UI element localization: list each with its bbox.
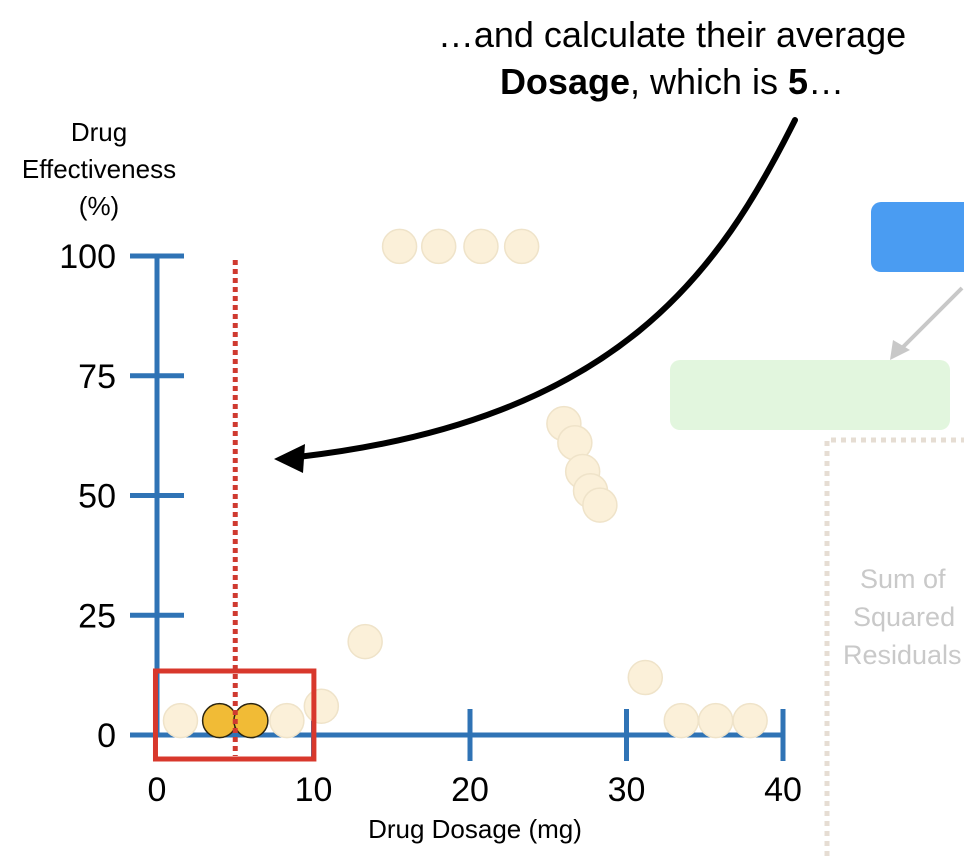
panel-connector-arrow (898, 286, 964, 352)
x-tick-label-0: 0 (148, 771, 167, 809)
panel-label-line-1: Sum of (860, 564, 946, 594)
panel-label-line-3: Residuals (843, 640, 962, 670)
annotation: …and calculate their average Dosage, whi… (438, 14, 906, 102)
data-point-13 (627, 659, 664, 696)
y-tick-label-0: 0 (97, 717, 116, 755)
y-tick-label-2: 50 (78, 478, 116, 516)
annotation-line-2: Dosage, which is 5… (500, 61, 844, 102)
data-point-4 (381, 228, 418, 265)
data-point-16 (732, 702, 768, 739)
x-tick-label-4: 40 (764, 771, 802, 809)
data-point-15 (697, 702, 734, 739)
green-block (670, 360, 950, 430)
faded-points (162, 228, 768, 739)
annotation-bold-value: 5 (788, 61, 808, 102)
data-point-7 (503, 228, 540, 265)
highlighted-point-0 (201, 702, 238, 739)
y-tick-label-4: 100 (59, 238, 116, 276)
data-point-12 (582, 487, 618, 523)
data-point-2 (303, 688, 340, 725)
highlighted-point-1 (233, 702, 269, 739)
blue-block (871, 202, 964, 272)
y-axis-title-line-3: (%) (79, 191, 119, 221)
x-axis-title: Drug Dosage (mg) (368, 814, 582, 844)
y-tick-label-3: 75 (78, 358, 116, 396)
background-panel: Sum of Squared Residuals (670, 202, 964, 856)
y-axis-title-line-2: Effectiveness (22, 154, 176, 184)
panel-connector-arrowhead (890, 340, 910, 360)
curved-arrow (295, 117, 798, 460)
data-point-0 (162, 702, 199, 739)
y-axis-title-line-1: Drug (71, 117, 127, 147)
annotation-mid: , which is (630, 61, 788, 102)
data-point-3 (347, 623, 383, 660)
data-point-1 (269, 702, 305, 739)
data-point-5 (420, 228, 457, 265)
data-point-6 (463, 228, 499, 265)
x-tick-label-1: 10 (295, 771, 333, 809)
data-point-14 (663, 702, 700, 739)
highlighted-points (201, 702, 269, 739)
y-axis-title: Drug Effectiveness (%) (22, 117, 176, 221)
x-tick-label-2: 20 (451, 771, 489, 809)
curved-arrow-head (274, 444, 305, 473)
annotation-line-1: …and calculate their average (438, 14, 906, 55)
x-tick-label-3: 30 (608, 771, 646, 809)
highlight-box (152, 668, 317, 762)
annotation-end: … (808, 61, 844, 102)
panel-label-line-2: Squared (853, 602, 955, 632)
y-tick-label-1: 25 (78, 597, 116, 635)
annotation-bold-dosage: Dosage (500, 61, 630, 102)
